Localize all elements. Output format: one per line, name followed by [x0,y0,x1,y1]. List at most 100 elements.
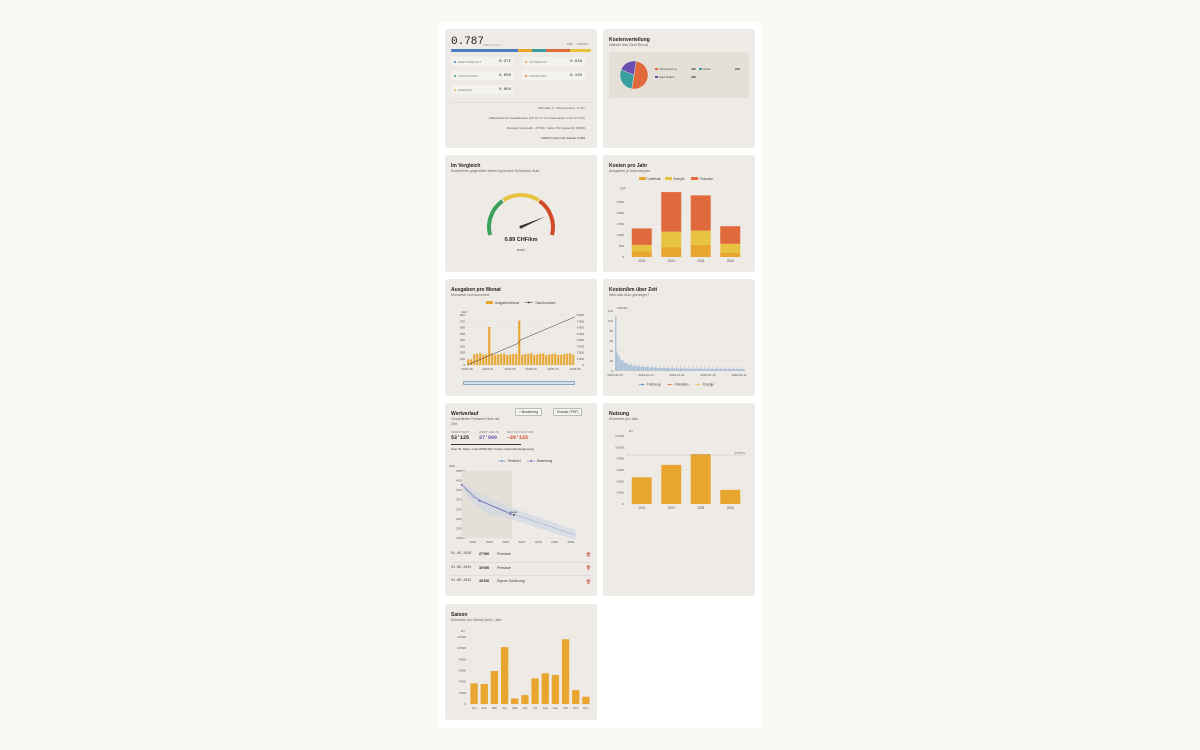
area-bar [684,368,686,371]
cell-dot [454,88,456,91]
pie-slice-strom [619,69,635,89]
legend-marker-kumuliert [528,301,530,304]
bar-month [467,359,470,365]
area-bar [654,367,656,371]
area-bar [679,368,680,371]
note-2: Kalkulatorische Kapitalkosten (3.5 %): 0… [488,116,585,120]
bar-2025 [690,454,711,504]
delete-icon[interactable]: 🗑 [585,578,591,584]
area-bar [628,364,630,371]
kpi-label: INVESTIERT [451,430,470,434]
x-tick: 2024-01 [482,367,493,371]
x-tick: Dez [583,706,589,710]
delete-icon[interactable]: 🗑 [585,565,591,570]
legend-label: Restwert [508,459,521,463]
area-bar [727,368,729,371]
area-bar [696,366,697,371]
bar-segment-energie [570,49,591,52]
bar-month [503,353,506,365]
x-tick: 2025 [697,259,704,263]
saison-card: Saison Kilometer pro Monat (leer), Jahr … [445,604,597,720]
gauge [487,193,555,236]
area-bar [641,366,642,371]
row-amount: 27'000 [479,552,490,556]
x-tick: 2030 [567,540,574,544]
area-bar [739,369,740,371]
x-tick: 2026-04-11 [731,373,746,377]
bar-sep [551,674,560,704]
legend-label: Versicherung [659,67,677,71]
x-tick: 2029 [551,540,558,544]
area-bar [636,366,637,371]
area-bar [670,368,671,371]
area-bar [673,368,675,371]
legend-marker-restwert [501,460,503,462]
note-1: Wertstatt: 0 · Steuern+Vers.: 0 / km [538,106,585,110]
area-bar [677,368,679,371]
y-tick: 6'000 [459,669,467,673]
area-bar [621,360,623,371]
area-bar [667,368,668,371]
area-bar [733,369,735,371]
bar-month [572,354,575,365]
zoom-slider[interactable] [463,381,575,385]
kpi-value: −26'125 [507,435,529,441]
note-3: Restwert (manuell): ~27'000 · Netto-TCO … [507,126,585,130]
area-bar [648,367,649,371]
area-bar [697,368,699,371]
restwert-line [461,484,511,514]
area-bar [705,368,706,371]
x-tick: 2024 [668,506,675,510]
wertverlauf-card: Wertverlauf Geschätzter Restwert über di… [445,403,597,596]
area-bar [617,354,619,371]
x-tick: Aug [543,706,549,710]
x-tick: Sep [553,706,559,710]
y-unit: CHF [449,464,455,468]
x-tick: Mär [492,706,497,710]
area-bar [693,368,695,371]
tco-unit: CHF pro 1 km [483,43,501,47]
bar-energie-2023 [631,244,652,252]
area-bar [714,368,716,371]
legend-value: 245 [735,67,741,71]
cell-dot [525,60,527,63]
x-tick: Feb [482,706,488,710]
bar-month [539,353,542,365]
bar-2024 [661,464,682,504]
vergleich-card: Im Vergleich Kostenlinie gegenüber einem… [445,155,597,272]
area-bar [623,359,624,371]
x-tick: 2024-07-01 [669,373,685,377]
area-bar [742,369,744,371]
kosten-km-chart: CHF/km 0 20 40 60 80 100 120 2023-06-15 2024-01-2… [607,306,747,387]
area-bar [639,364,640,371]
x-tick: 2026 [502,540,509,544]
bar-month [551,354,554,365]
cell-dot [454,74,456,77]
y-tick: 0 [611,369,613,373]
area-bar [701,368,703,371]
bar-month [542,353,545,365]
y-tick-right: 0 [582,363,584,367]
y-tick: 6'000 [617,468,625,472]
y-tick-right: 3'000 [577,344,585,348]
area-bar [635,363,636,371]
gauge-needle [520,216,545,229]
area-bar [657,367,658,371]
dossier-pdf-button[interactable]: Dossier (PDF) [553,408,583,416]
area-bar [658,367,659,371]
bar-month [527,353,530,365]
legend-label: Unterhalt [648,177,661,181]
area-bar [632,365,634,371]
bewertung-row: 01.06.2023 49'100 Eigene Schätzung 🗑 [451,579,591,585]
bar-month [560,354,563,365]
area-bar [649,367,651,371]
pie-slice-versicherung [631,61,649,90]
add-bewertung-button[interactable]: + Bewertung [515,408,543,416]
gauge-red [538,199,555,236]
area-bar [686,368,688,371]
area-bar [619,358,621,371]
bar-month [482,354,485,365]
cell-dot [454,60,456,63]
bar-month [515,353,518,365]
delete-icon[interactable]: 🗑 [585,551,591,557]
